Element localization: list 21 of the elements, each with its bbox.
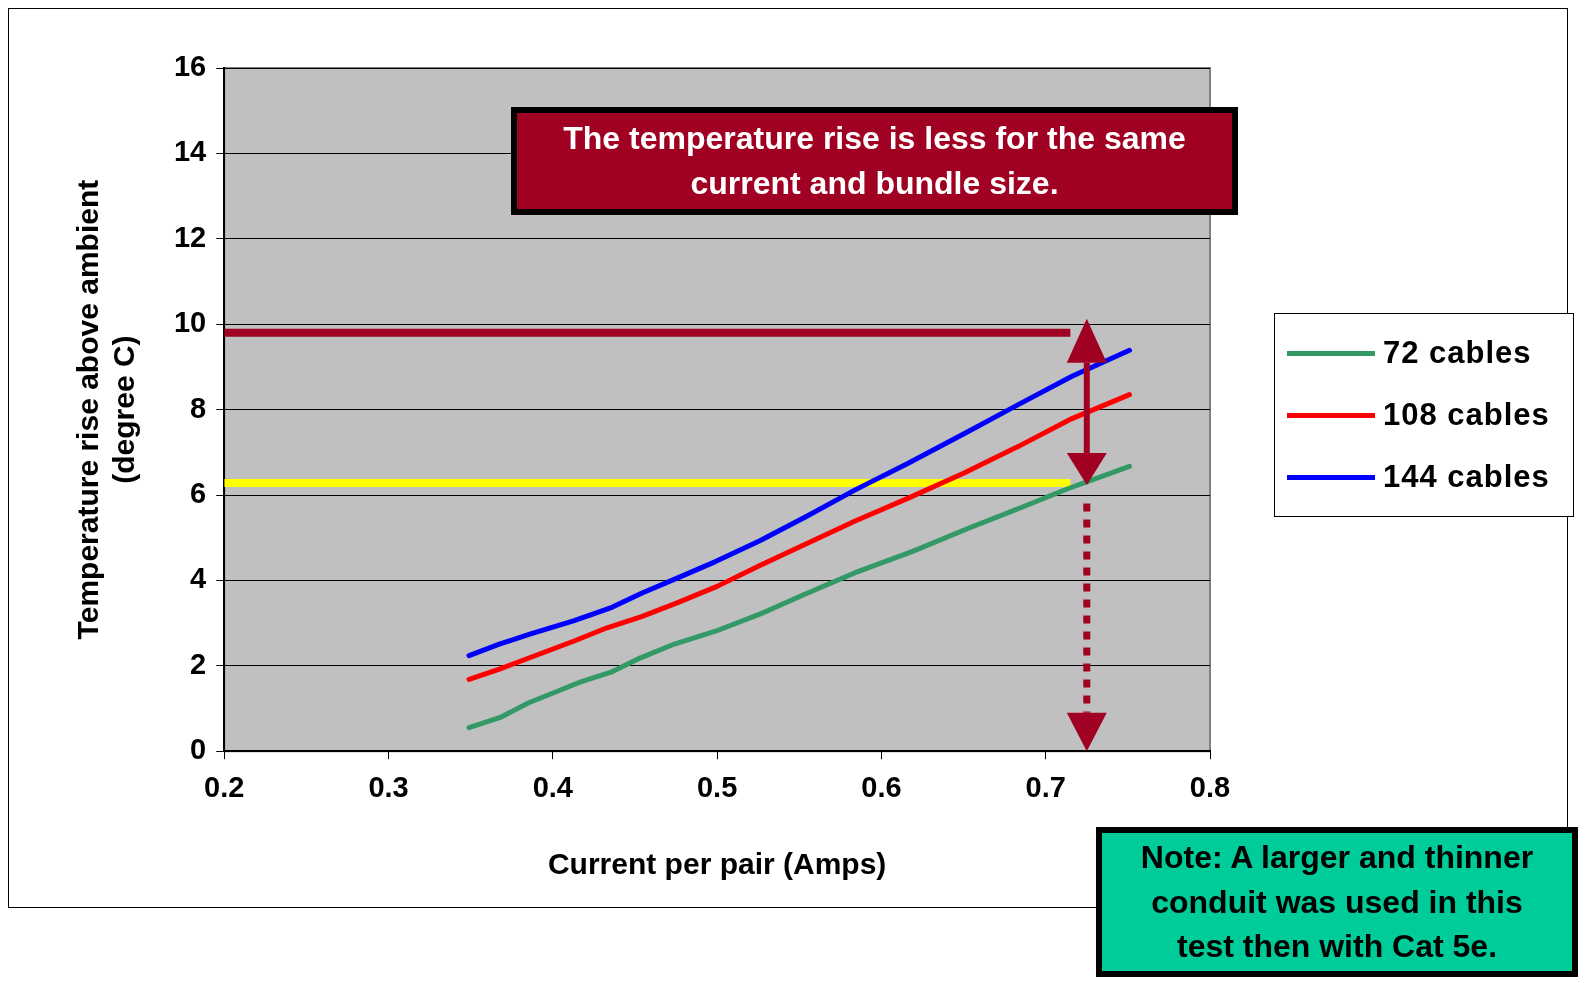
legend-label: 144 cables (1383, 459, 1550, 495)
y-tick-label: 10 (173, 306, 207, 339)
x-tick-label: 0.2 (204, 770, 245, 803)
y-tick-label: 2 (190, 647, 207, 680)
x-tick-label: 0.4 (532, 770, 573, 803)
y-tick-label: 14 (173, 135, 207, 168)
x-axis-title: Current per pair (Amps) (547, 847, 887, 881)
y-tick-label: 0 (190, 733, 207, 766)
legend-label: 108 cables (1383, 397, 1550, 433)
y-tick-label: 8 (190, 391, 207, 424)
y-tick-label: 4 (190, 562, 207, 595)
x-tick-label: 0.5 (696, 770, 738, 803)
y-tick-label: 6 (190, 477, 207, 509)
x-tick-label: 0.3 (368, 770, 409, 803)
x-tick-label: 0.7 (1025, 770, 1066, 803)
x-tick-label: 0.6 (861, 770, 902, 803)
y-tick-label: 16 (173, 50, 207, 82)
x-tick-label: 0.8 (1189, 770, 1231, 803)
legend-label: 72 cables (1383, 335, 1532, 371)
y-axis-title: Temperature rise above ambient (degree C) (71, 179, 141, 640)
y-tick-label: 12 (173, 220, 207, 253)
